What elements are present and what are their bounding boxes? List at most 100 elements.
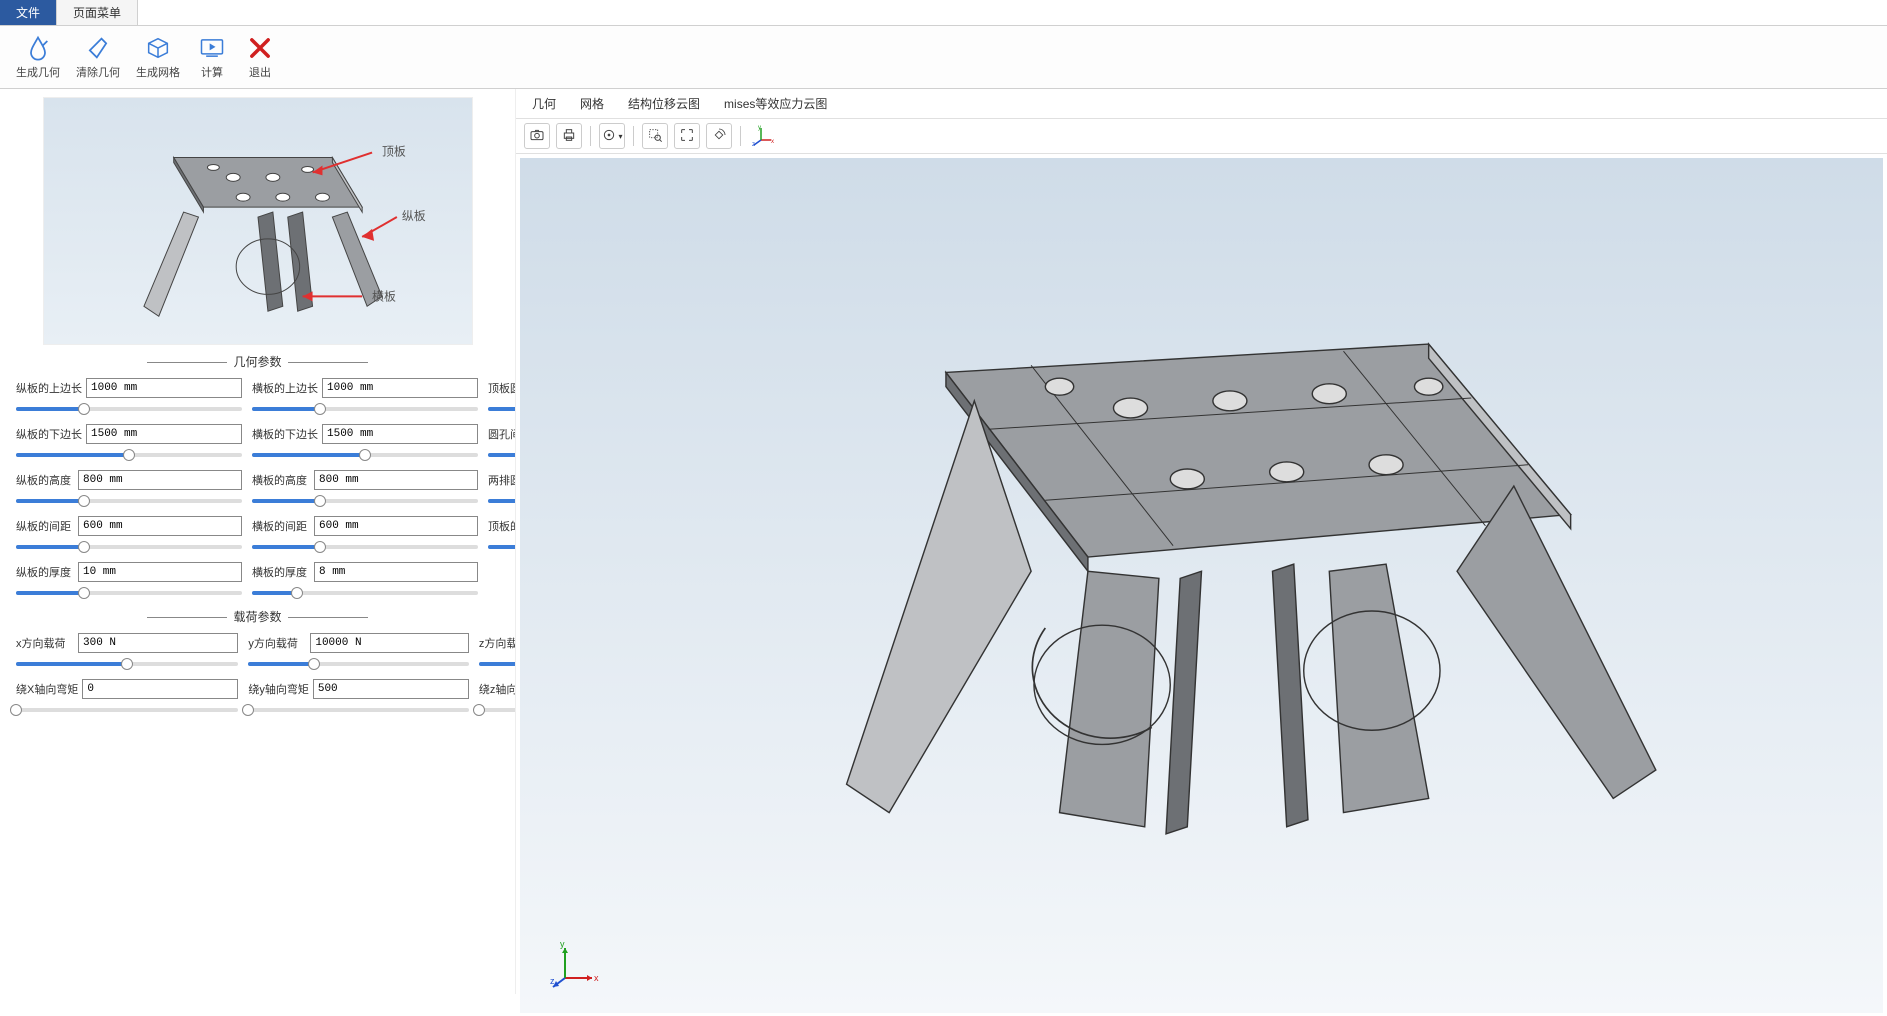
load-param-4: 绕y轴向弯矩 [248, 679, 469, 717]
load-slider-4[interactable] [248, 703, 469, 717]
geom-label-8: 两排圆孔的间距 [488, 472, 515, 488]
geom-slider-4[interactable] [252, 448, 478, 462]
load-param-5: 绕z轴向弯矩 [479, 679, 515, 717]
ribbon-toolbar: 生成几何 清除几何 生成网格 计算 退出 [0, 26, 1887, 89]
fit-button[interactable] [674, 123, 700, 149]
geom-input-12[interactable] [78, 562, 242, 582]
load-input-1[interactable] [310, 633, 469, 653]
geom-label-9: 纵板的间距 [16, 518, 74, 534]
load-label-0: x方向载荷 [16, 635, 74, 651]
geom-param-2: 顶板圆孔半径 [488, 378, 515, 416]
geom-label-5: 圆孔间距 [488, 426, 515, 442]
compute-label: 计算 [201, 64, 223, 80]
geom-slider-6[interactable] [16, 494, 242, 508]
clear-geometry-button[interactable]: 清除几何 [68, 30, 128, 84]
geom-slider-1[interactable] [252, 402, 478, 416]
load-slider-0[interactable] [16, 657, 238, 671]
load-param-0: x方向载荷 [16, 633, 238, 671]
geom-slider-2[interactable] [488, 402, 515, 416]
geom-input-7[interactable] [314, 470, 478, 490]
target-button[interactable]: ▾ [599, 123, 625, 149]
zoom-area-button[interactable] [642, 123, 668, 149]
view-tab-mises[interactable]: mises等效应力云图 [720, 93, 831, 114]
geom-slider-8[interactable] [488, 494, 515, 508]
exit-button[interactable]: 退出 [236, 30, 284, 84]
geom-param-11: 顶板的厚度 [488, 516, 515, 554]
geom-label-1: 横板的上边长 [252, 380, 318, 396]
geom-param-14 [488, 562, 515, 600]
rotate-button[interactable] [706, 123, 732, 149]
svg-text:顶板: 顶板 [381, 145, 405, 159]
geom-input-6[interactable] [78, 470, 242, 490]
screenshot-button[interactable] [524, 123, 550, 149]
main-area: 顶板 纵板 横板 几何参数 纵板的上边长横板的上边长顶板圆孔半径纵板的下边长横板… [0, 89, 1887, 994]
geom-slider-9[interactable] [16, 540, 242, 554]
svg-text:y: y [560, 940, 565, 949]
geom-input-3[interactable] [86, 424, 242, 444]
load-slider-2[interactable] [479, 657, 515, 671]
load-slider-5[interactable] [479, 703, 515, 717]
geom-slider-12[interactable] [16, 586, 242, 600]
gen-mesh-label: 生成网格 [136, 64, 180, 80]
geom-label-11: 顶板的厚度 [488, 518, 515, 534]
geom-slider-13[interactable] [252, 586, 478, 600]
gen-mesh-button[interactable]: 生成网格 [128, 30, 188, 84]
clear-geometry-label: 清除几何 [76, 64, 120, 80]
geom-label-0: 纵板的上边长 [16, 380, 82, 396]
geom-label-2: 顶板圆孔半径 [488, 380, 515, 396]
geom-slider-3[interactable] [16, 448, 242, 462]
load-label-4: 绕y轴向弯矩 [248, 681, 309, 697]
geom-input-13[interactable] [314, 562, 478, 582]
geom-input-1[interactable] [322, 378, 478, 398]
rotate-icon [711, 127, 727, 146]
load-label-2: z方向载荷 [479, 635, 515, 651]
menu-tab-file-label: 文件 [16, 4, 40, 21]
geom-input-10[interactable] [314, 516, 478, 536]
3d-viewport[interactable]: x y z [520, 158, 1883, 1013]
print-button[interactable] [556, 123, 582, 149]
menu-tab-pagemenu[interactable]: 页面菜单 [57, 0, 138, 25]
load-slider-1[interactable] [248, 657, 469, 671]
geom-param-grid: 纵板的上边长横板的上边长顶板圆孔半径纵板的下边长横板的下边长圆孔间距纵板的高度横… [8, 378, 507, 600]
geom-param-1: 横板的上边长 [252, 378, 478, 416]
geom-slider-10[interactable] [252, 540, 478, 554]
geom-section-title: 几何参数 [8, 353, 507, 370]
play-icon [198, 34, 226, 62]
geom-param-6: 纵板的高度 [16, 470, 242, 508]
load-section-title: 载荷参数 [8, 608, 507, 625]
load-input-3[interactable] [82, 679, 238, 699]
geom-slider-7[interactable] [252, 494, 478, 508]
svg-text:x: x [594, 973, 599, 983]
geom-slider-5[interactable] [488, 448, 515, 462]
geom-slider-0[interactable] [16, 402, 242, 416]
view-tab-mesh[interactable]: 网格 [576, 93, 608, 114]
geom-input-0[interactable] [86, 378, 242, 398]
x-icon [246, 34, 274, 62]
geom-label-13: 横板的厚度 [252, 564, 310, 580]
load-param-2: z方向载荷 [479, 633, 515, 671]
menu-tab-file[interactable]: 文件 [0, 0, 57, 25]
menu-tab-pagemenu-label: 页面菜单 [73, 4, 121, 21]
geom-slider-11[interactable] [488, 540, 515, 554]
right-panel: 几何 网格 结构位移云图 mises等效应力云图 ▾ x y z [515, 89, 1887, 994]
view-tab-geometry[interactable]: 几何 [528, 93, 560, 114]
exit-label: 退出 [249, 64, 271, 80]
compute-button[interactable]: 计算 [188, 30, 236, 84]
geom-input-4[interactable] [322, 424, 478, 444]
load-input-0[interactable] [78, 633, 238, 653]
geom-param-0: 纵板的上边长 [16, 378, 242, 416]
axis-gizmo: x y z [550, 940, 600, 993]
geom-label-4: 横板的下边长 [252, 426, 318, 442]
geom-label-12: 纵板的厚度 [16, 564, 74, 580]
gen-geometry-button[interactable]: 生成几何 [8, 30, 68, 84]
geom-input-9[interactable] [78, 516, 242, 536]
load-slider-3[interactable] [16, 703, 238, 717]
load-label-1: y方向载荷 [248, 635, 306, 651]
svg-text:x: x [771, 139, 774, 145]
load-input-4[interactable] [313, 679, 469, 699]
brush-icon [84, 34, 112, 62]
load-param-1: y方向载荷 [248, 633, 469, 671]
geom-label-10: 横板的间距 [252, 518, 310, 534]
view-tab-displacement[interactable]: 结构位移云图 [624, 93, 704, 114]
view-tabs: 几何 网格 结构位移云图 mises等效应力云图 [516, 89, 1887, 119]
